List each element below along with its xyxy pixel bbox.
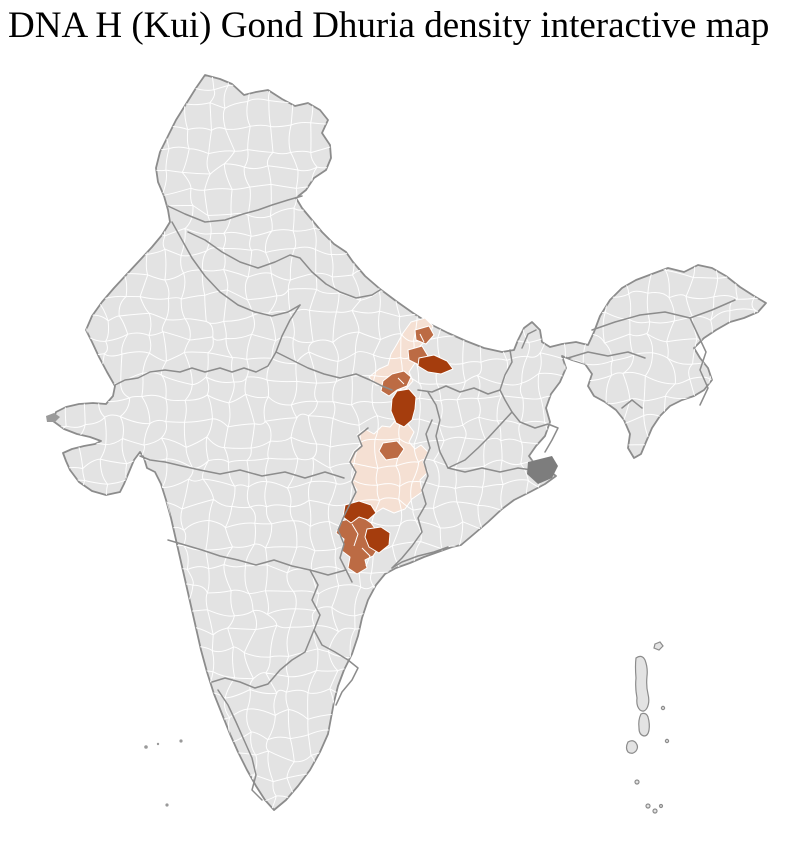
district-region[interactable] [380,370,412,397]
state-borders [114,195,736,801]
lakshadweep-islands[interactable] [144,739,183,807]
district-region[interactable] [378,440,405,461]
page-title: DNA H (Kui) Gond Dhuria density interact… [8,5,770,46]
kutch-islets [46,413,60,422]
district-region[interactable] [364,526,391,554]
district-subdivision-lines [351,333,425,567]
andaman-nicobar-islands[interactable] [625,641,670,814]
district-region[interactable] [417,354,454,375]
district-region[interactable] [414,325,435,345]
district-region[interactable] [342,500,377,524]
density-high-regions[interactable] [335,325,454,575]
district-region[interactable] [390,388,417,428]
delta-patch [527,456,558,484]
